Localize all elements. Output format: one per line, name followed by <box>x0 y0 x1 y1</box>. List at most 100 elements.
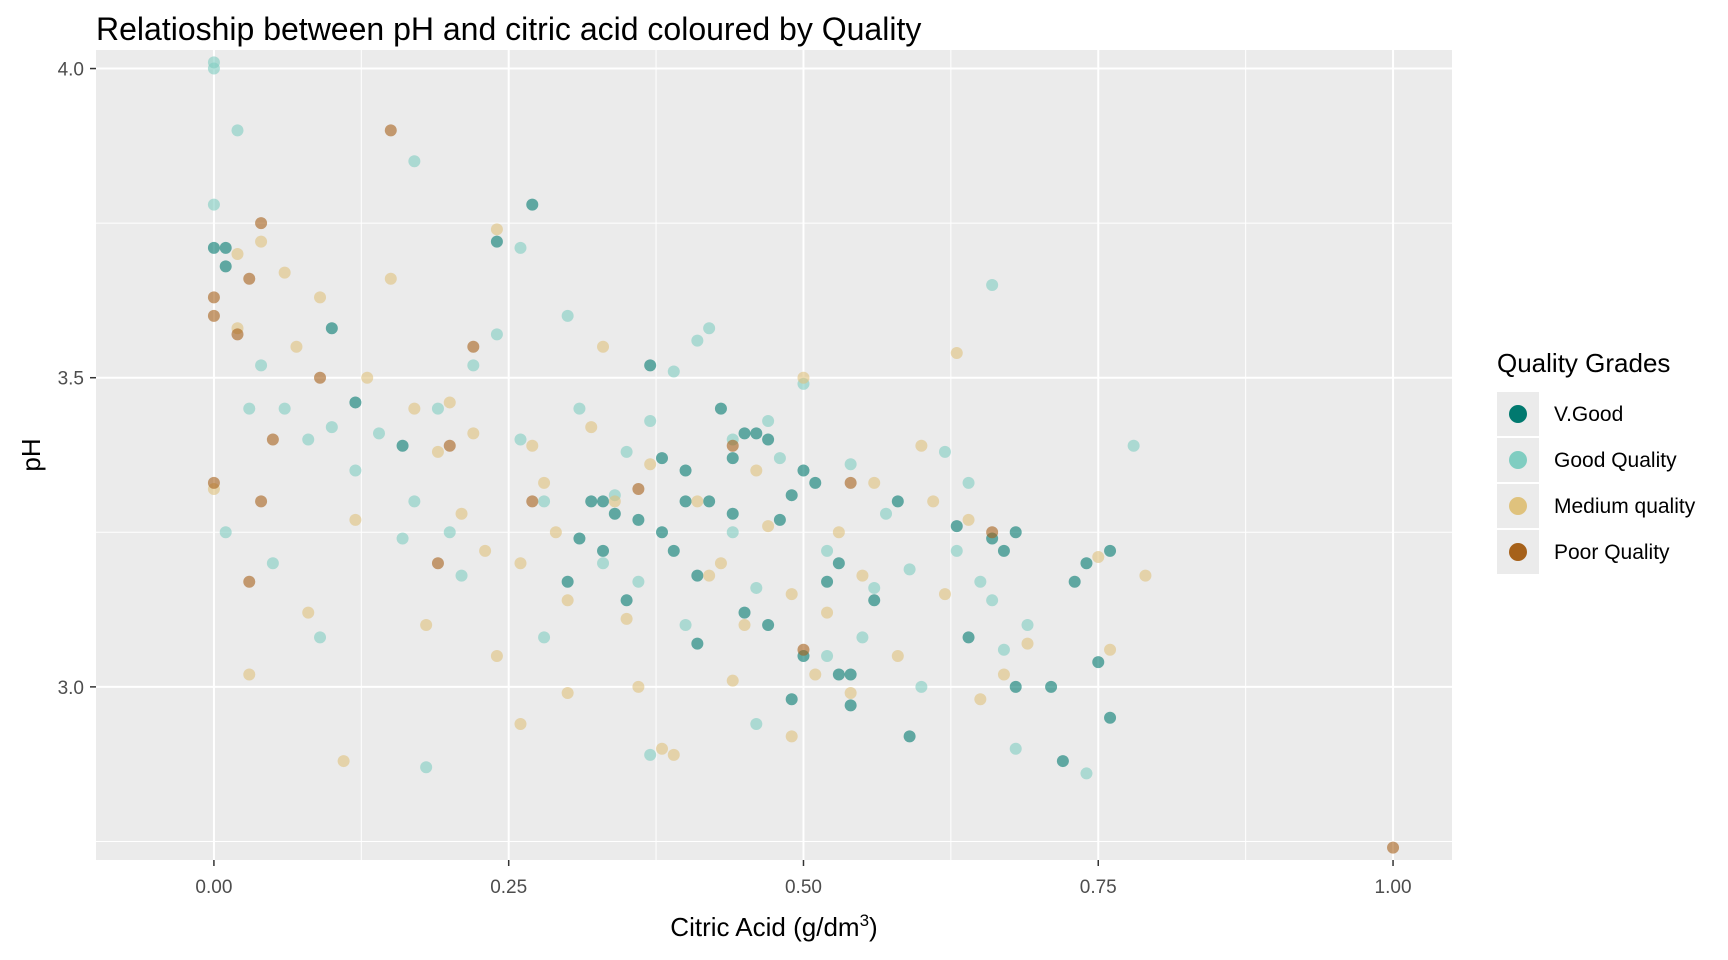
data-point <box>773 513 786 526</box>
data-point <box>349 396 362 409</box>
data-point <box>632 680 645 693</box>
data-point <box>1104 643 1117 656</box>
data-point <box>278 402 291 415</box>
data-point <box>832 668 845 681</box>
data-point <box>255 359 268 372</box>
data-point <box>325 322 338 335</box>
data-point <box>809 476 822 489</box>
data-point <box>431 557 444 570</box>
data-point <box>950 544 963 557</box>
data-point <box>408 495 421 508</box>
x-axis-ticks: 0.00 0.25 0.50 0.75 1.00 <box>195 860 1412 898</box>
data-point <box>821 575 834 588</box>
data-point <box>915 439 928 452</box>
data-point <box>679 464 692 477</box>
data-point <box>514 241 527 254</box>
data-point <box>1080 767 1093 780</box>
data-point <box>396 532 409 545</box>
data-point <box>832 557 845 570</box>
data-point <box>526 198 539 211</box>
data-point <box>974 693 987 706</box>
legend-label: Good Quality <box>1554 449 1677 472</box>
data-point <box>738 606 751 619</box>
y-tick-label: 3.5 <box>58 369 84 390</box>
data-point <box>431 445 444 458</box>
data-point <box>703 495 716 508</box>
data-point <box>785 489 798 502</box>
data-point <box>585 495 598 508</box>
data-point <box>644 414 657 427</box>
data-point <box>514 717 527 730</box>
data-point <box>597 495 610 508</box>
data-point <box>844 476 857 489</box>
x-tick-label: 0.25 <box>490 877 527 898</box>
data-point <box>443 396 456 409</box>
data-point <box>243 668 256 681</box>
data-point <box>514 433 527 446</box>
data-point <box>632 483 645 496</box>
data-point <box>538 631 551 644</box>
data-point <box>785 588 798 601</box>
data-point <box>856 631 869 644</box>
data-point <box>868 476 881 489</box>
data-point <box>655 742 668 755</box>
data-point <box>467 427 480 440</box>
legend-swatch <box>1509 405 1527 423</box>
data-point <box>1092 551 1105 564</box>
data-point <box>703 569 716 582</box>
data-point <box>255 235 268 248</box>
data-point <box>632 575 645 588</box>
data-point <box>691 495 704 508</box>
data-point <box>467 359 480 372</box>
data-point <box>844 699 857 712</box>
data-point <box>644 359 657 372</box>
data-point <box>797 643 810 656</box>
data-point <box>655 526 668 539</box>
data-point <box>561 594 574 607</box>
data-point <box>738 619 751 632</box>
data-point <box>384 124 397 137</box>
data-point <box>797 371 810 384</box>
y-axis-title: pH <box>16 438 46 471</box>
x-tick-label: 1.00 <box>1375 877 1412 898</box>
data-point <box>302 433 315 446</box>
data-point <box>490 223 503 236</box>
data-point <box>655 452 668 465</box>
data-point <box>514 557 527 570</box>
data-point <box>561 575 574 588</box>
data-point <box>726 439 739 452</box>
data-point <box>868 594 881 607</box>
data-point <box>538 495 551 508</box>
y-axis-ticks: 3.0 3.5 4.0 <box>58 60 96 699</box>
data-point <box>420 619 433 632</box>
data-point <box>1092 656 1105 669</box>
data-point <box>632 513 645 526</box>
data-point <box>903 730 916 743</box>
data-point <box>431 402 444 415</box>
data-point <box>762 414 775 427</box>
data-point <box>231 328 244 341</box>
data-point <box>597 557 610 570</box>
data-point <box>844 668 857 681</box>
data-point <box>231 248 244 261</box>
data-point <box>974 575 987 588</box>
data-point <box>1387 841 1400 854</box>
x-axis-title: Citric Acid (g/dm3) <box>670 911 877 942</box>
data-point <box>714 557 727 570</box>
data-point <box>620 445 633 458</box>
data-point <box>962 513 975 526</box>
data-point <box>750 717 763 730</box>
data-point <box>255 495 268 508</box>
data-point <box>479 544 492 557</box>
data-point <box>608 495 621 508</box>
data-point <box>372 427 385 440</box>
data-point <box>243 272 256 285</box>
legend-title: Quality Grades <box>1497 348 1670 378</box>
data-point <box>750 427 763 440</box>
data-point <box>703 322 716 335</box>
plot-panel <box>96 50 1452 860</box>
data-point <box>762 433 775 446</box>
legend-swatch <box>1509 451 1527 469</box>
data-point <box>1056 755 1069 768</box>
